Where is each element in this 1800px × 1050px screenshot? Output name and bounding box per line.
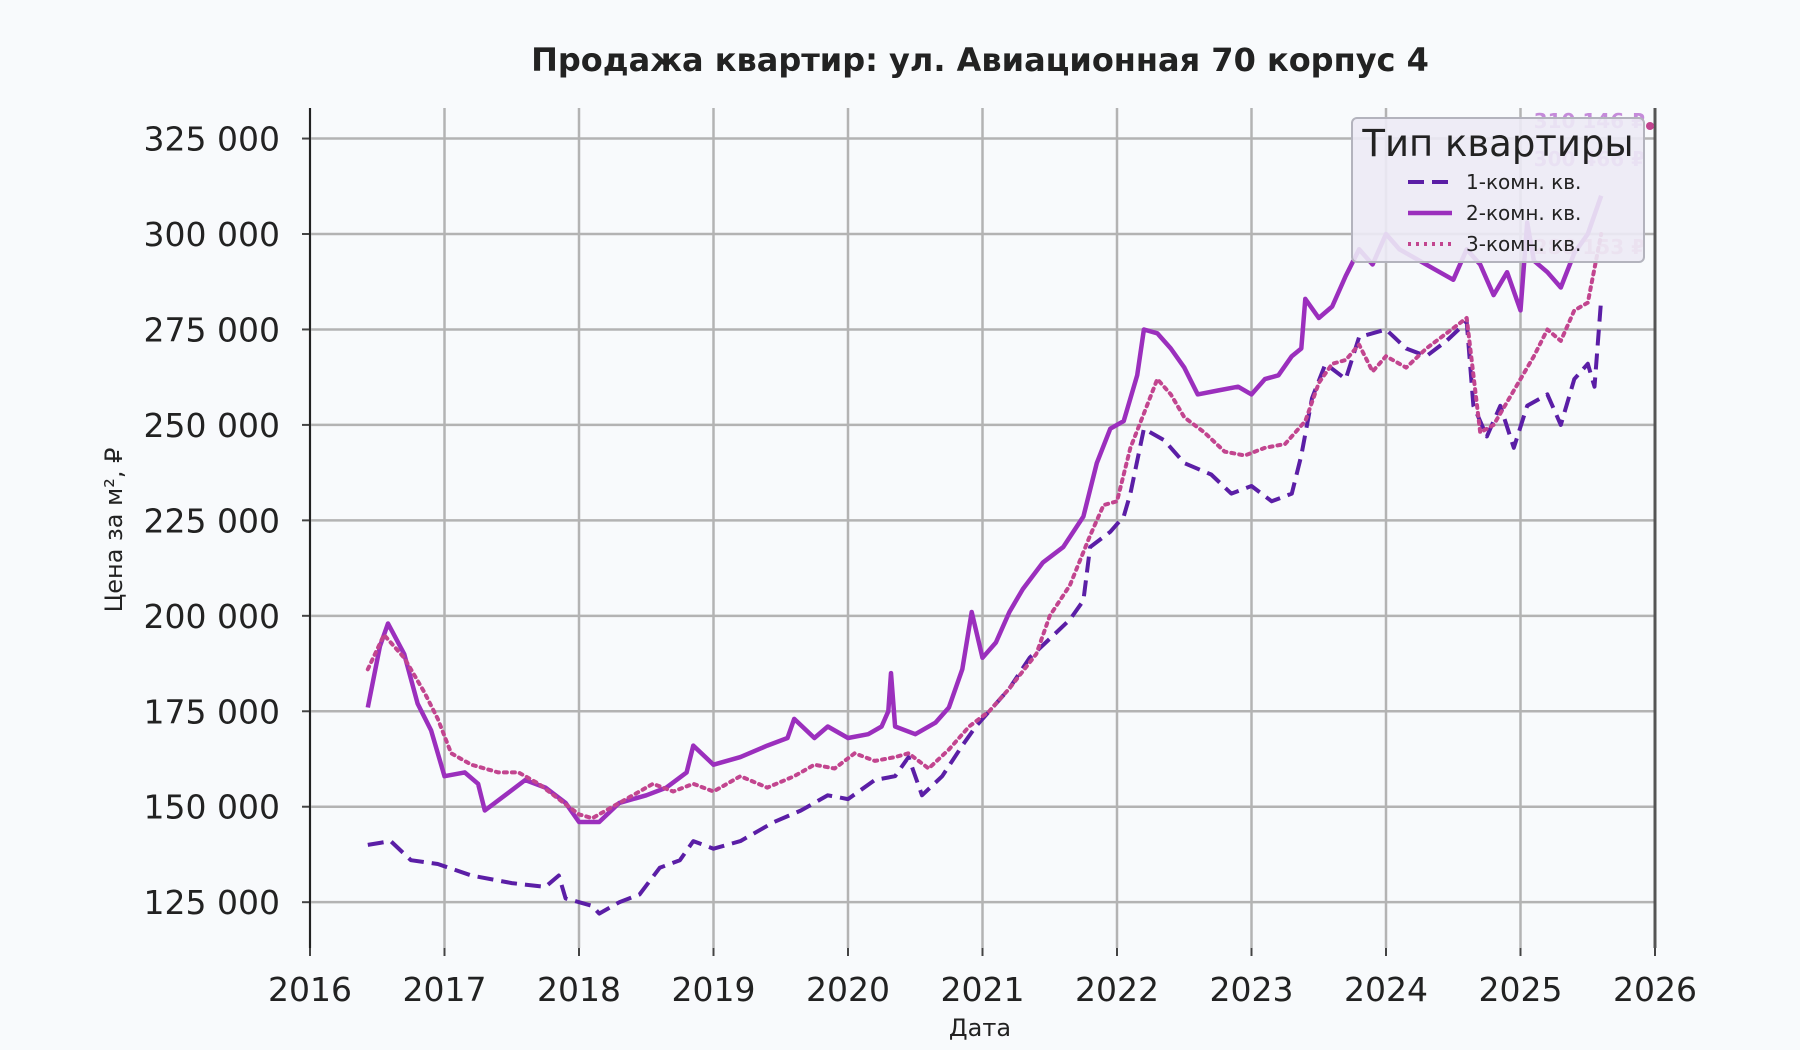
y-tick-label: 125 000 [144, 883, 280, 922]
x-tick-label: 2025 [1479, 970, 1563, 1009]
x-tick-label: 2023 [1210, 970, 1294, 1009]
x-tick-label: 2019 [672, 970, 756, 1009]
legend-item-label: 1-комн. кв. [1466, 170, 1581, 194]
y-tick-label: 225 000 [144, 501, 280, 540]
plot-area: 2016 2017 2018 2019 2020 2021 2022 2023 2024 2025… [144, 108, 1697, 1009]
y-tick-label: 300 000 [144, 215, 280, 254]
x-tick-label: 2021 [941, 970, 1025, 1009]
x-axis-label: Дата [949, 1014, 1011, 1042]
x-tick-label: 2016 [268, 970, 352, 1009]
legend-item-label: 2-комн. кв. [1466, 201, 1581, 225]
series-line-2 [365, 195, 1604, 825]
x-tick-label: 2020 [806, 970, 890, 1009]
chart-title: Продажа квартир: ул. Авиационная 70 корп… [531, 41, 1429, 79]
y-axis-label: Цена за м², ₽ [100, 448, 128, 613]
y-tick-label: 250 000 [144, 406, 280, 445]
y-tick-label: 275 000 [144, 310, 280, 349]
x-tick-label: 2017 [403, 970, 487, 1009]
x-tick-label: 2022 [1075, 970, 1159, 1009]
series-line-1 [367, 298, 1604, 916]
legend: Тип квартиры 1-комн. кв. 2-комн. кв. 3-комн… [1351, 117, 1645, 263]
legend-item-label: 3-комн. кв. [1466, 232, 1581, 256]
series-line-3 [365, 232, 1604, 821]
legend-box [1351, 117, 1645, 263]
y-tick-label: 200 000 [144, 597, 280, 636]
end-marker [1646, 122, 1654, 130]
x-tick-label: 2026 [1613, 970, 1697, 1009]
y-tick-label: 325 000 [144, 120, 280, 159]
legend-title: Тип квартиры [1361, 122, 1633, 165]
y-tick-label: 150 000 [144, 788, 280, 827]
y-tick-label: 175 000 [144, 692, 280, 731]
x-tick-label: 2018 [537, 970, 621, 1009]
x-tick-label: 2024 [1344, 970, 1428, 1009]
